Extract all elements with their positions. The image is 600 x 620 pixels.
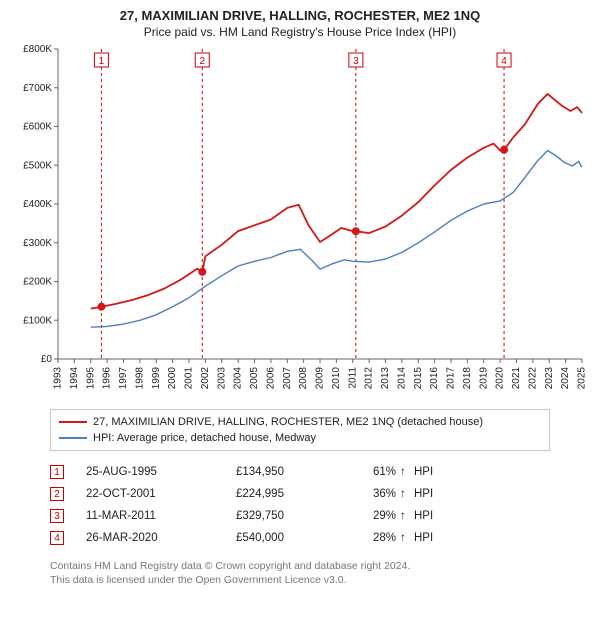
sale-marker-1: 1: [50, 465, 64, 479]
svg-text:2012: 2012: [364, 367, 375, 390]
svg-text:2025: 2025: [577, 367, 588, 390]
svg-text:2006: 2006: [265, 367, 276, 390]
legend: 27, MAXIMILIAN DRIVE, HALLING, ROCHESTER…: [50, 409, 550, 451]
legend-row: HPI: Average price, detached house, Medw…: [59, 430, 541, 446]
svg-text:2005: 2005: [249, 367, 260, 390]
svg-text:1999: 1999: [151, 367, 162, 390]
svg-text:2003: 2003: [216, 367, 227, 390]
sales-row: 4 26-MAR-2020 £540,000 28% ↑ HPI: [50, 527, 520, 549]
up-arrow-icon: ↑: [400, 466, 414, 478]
svg-text:2015: 2015: [413, 367, 424, 390]
svg-text:2018: 2018: [462, 367, 473, 390]
sale-marker-3: 3: [50, 509, 64, 523]
hpi-label: HPI: [414, 510, 444, 522]
legend-swatch-hpi: [59, 437, 87, 439]
svg-text:£100K: £100K: [23, 315, 52, 326]
svg-text:2014: 2014: [396, 367, 407, 390]
svg-text:£700K: £700K: [23, 83, 52, 94]
page-root: { "header": { "title": "27, MAXIMILIAN D…: [0, 0, 600, 620]
svg-text:£600K: £600K: [23, 122, 52, 133]
legend-label: 27, MAXIMILIAN DRIVE, HALLING, ROCHESTER…: [93, 416, 483, 428]
svg-text:2009: 2009: [315, 367, 326, 390]
sale-marker-2: 2: [50, 487, 64, 501]
svg-text:2019: 2019: [478, 367, 489, 390]
sales-row: 3 11-MAR-2011 £329,750 29% ↑ HPI: [50, 505, 520, 527]
svg-text:2: 2: [199, 56, 205, 67]
footnote-line: This data is licensed under the Open Gov…: [50, 573, 580, 587]
svg-text:1998: 1998: [134, 367, 145, 390]
svg-text:2010: 2010: [331, 367, 342, 390]
sale-date: 26-MAR-2020: [86, 532, 236, 544]
hpi-label: HPI: [414, 466, 444, 478]
svg-text:2001: 2001: [184, 367, 195, 390]
sale-pct: 61%: [346, 466, 400, 478]
up-arrow-icon: ↑: [400, 532, 414, 544]
footnote-line: Contains HM Land Registry data © Crown c…: [50, 559, 580, 573]
up-arrow-icon: ↑: [400, 510, 414, 522]
svg-text:1996: 1996: [102, 367, 113, 390]
legend-label: HPI: Average price, detached house, Medw…: [93, 432, 316, 444]
svg-text:1995: 1995: [85, 367, 96, 390]
svg-text:£500K: £500K: [23, 160, 52, 171]
legend-row: 27, MAXIMILIAN DRIVE, HALLING, ROCHESTER…: [59, 414, 541, 430]
svg-text:£200K: £200K: [23, 277, 52, 288]
chart-area: £0 £100K £200K £300K £400K £500K £600K £700K £80…: [10, 43, 590, 403]
sales-row: 2 22-OCT-2001 £224,995 36% ↑ HPI: [50, 483, 520, 505]
svg-text:2007: 2007: [282, 367, 293, 390]
svg-text:2013: 2013: [380, 367, 391, 390]
chart-svg: £0 £100K £200K £300K £400K £500K £600K £700K £80…: [10, 43, 590, 403]
svg-text:2023: 2023: [544, 367, 555, 390]
hpi-label: HPI: [414, 488, 444, 500]
svg-text:2011: 2011: [347, 367, 358, 389]
svg-text:2002: 2002: [200, 367, 211, 390]
svg-text:4: 4: [501, 56, 507, 67]
sale-price: £329,750: [236, 510, 346, 522]
svg-text:£0: £0: [41, 354, 53, 365]
svg-text:1997: 1997: [118, 367, 129, 390]
svg-text:2022: 2022: [527, 367, 538, 390]
sale-pct: 29%: [346, 510, 400, 522]
up-arrow-icon: ↑: [400, 488, 414, 500]
svg-text:£800K: £800K: [23, 44, 52, 55]
svg-text:1994: 1994: [69, 367, 80, 390]
svg-text:£300K: £300K: [23, 238, 52, 249]
footnote: Contains HM Land Registry data © Crown c…: [50, 559, 580, 587]
sale-date: 11-MAR-2011: [86, 510, 236, 522]
sales-row: 1 25-AUG-1995 £134,950 61% ↑ HPI: [50, 461, 520, 483]
svg-text:2021: 2021: [511, 367, 522, 390]
chart-subtitle: Price paid vs. HM Land Registry's House …: [10, 25, 590, 39]
sale-date: 25-AUG-1995: [86, 466, 236, 478]
sale-date: 22-OCT-2001: [86, 488, 236, 500]
svg-text:2000: 2000: [167, 367, 178, 390]
sale-marker-4: 4: [50, 531, 64, 545]
sale-price: £540,000: [236, 532, 346, 544]
sales-table: 1 25-AUG-1995 £134,950 61% ↑ HPI 2 22-OC…: [50, 461, 520, 549]
hpi-label: HPI: [414, 532, 444, 544]
svg-text:£400K: £400K: [23, 199, 52, 210]
sale-pct: 36%: [346, 488, 400, 500]
sale-price: £224,995: [236, 488, 346, 500]
svg-text:1993: 1993: [53, 367, 64, 390]
legend-swatch-property: [59, 421, 87, 423]
svg-text:2020: 2020: [495, 367, 506, 390]
chart-title: 27, MAXIMILIAN DRIVE, HALLING, ROCHESTER…: [10, 8, 590, 23]
svg-text:2008: 2008: [298, 367, 309, 390]
svg-text:2024: 2024: [560, 367, 571, 390]
svg-text:1: 1: [99, 56, 105, 67]
svg-text:2017: 2017: [446, 367, 457, 390]
svg-text:2016: 2016: [429, 367, 440, 390]
svg-text:3: 3: [353, 56, 359, 67]
sale-pct: 28%: [346, 532, 400, 544]
svg-text:2004: 2004: [233, 367, 244, 390]
sale-price: £134,950: [236, 466, 346, 478]
